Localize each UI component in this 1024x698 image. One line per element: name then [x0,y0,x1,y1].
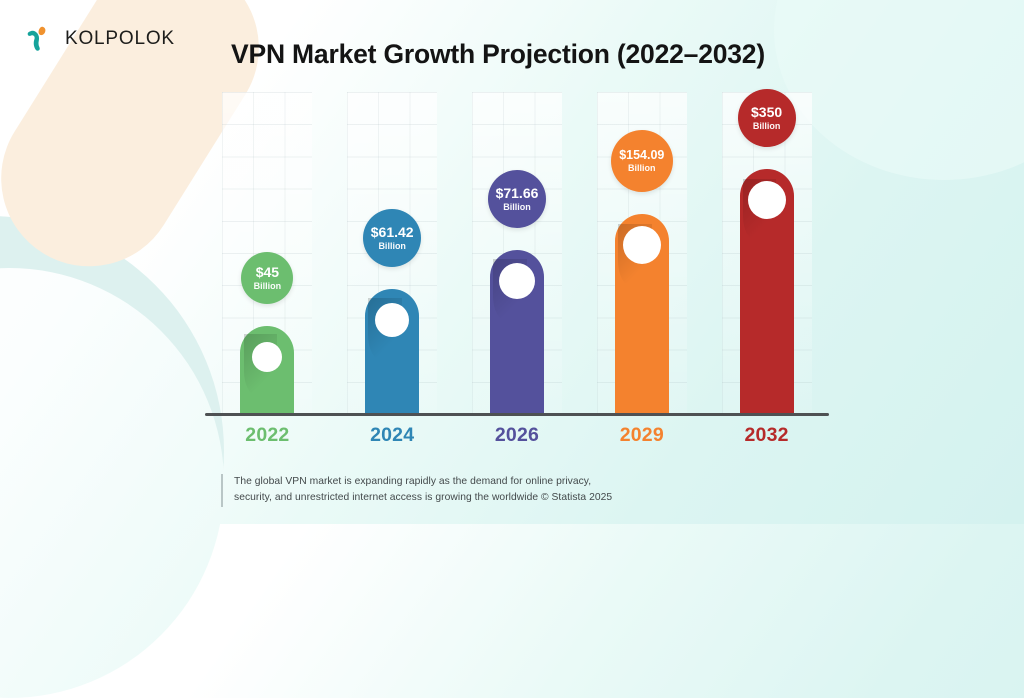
chart-baseline-axis [205,413,829,416]
value-bubble-2022[interactable]: $45 Billion [241,252,294,304]
value-bubble-2024[interactable]: $61.42 Billion [363,209,422,267]
decor-arc-teal-cutout [0,268,224,698]
decor-arc-teal [0,216,224,686]
bar-body [614,214,669,414]
value-bubble-2026[interactable]: $71.66 Billion [488,170,546,228]
x-axis-label-2026: 2026 [494,424,540,446]
footer-caption: The global VPN market is expanding rapid… [221,474,754,507]
x-axis-label-2022: 2022 [245,424,290,446]
brand-name: KOLPOLOK [65,28,175,49]
chart-bar-2029[interactable]: $154.09 Billion [610,130,673,414]
x-axis-label-2032: 2032 [744,424,789,446]
bar-marker-dot [375,303,410,337]
kolpolok-logo-icon [22,22,56,56]
value-bubble-amount: $154.09 [619,147,665,162]
bar-marker-dot [622,226,661,264]
value-bubble-unit: Billion [628,162,656,173]
chart-bar-2026[interactable]: $71.66 Billion [488,170,546,414]
value-bubble-2032[interactable]: $350 Billion [737,89,796,147]
value-bubble-2029[interactable]: $154.09 Billion [610,130,673,192]
chart-bars-container: $45 Billion $61.42 Billion $71.66 Billion $154… [205,89,829,414]
value-bubble-amount: $61.42 [370,223,414,240]
bar-marker-dot [499,263,535,299]
brand-logo: KOLPOLOK [22,22,175,56]
x-axis-label-2029: 2029 [619,424,664,446]
value-bubble-unit: Billion [378,240,406,251]
bar-body [365,289,420,414]
bar-marker-dot [252,342,283,372]
footer-caption-line-1: The global VPN market is expanding rapid… [234,476,592,487]
chart-plot-area: $45 Billion $61.42 Billion $71.66 Billion $154… [205,89,829,414]
footer-caption-line-2: security, and unrestricted internet acce… [234,492,613,504]
bar-body [739,169,794,414]
bar-marker-dot [747,181,786,219]
value-bubble-unit: Billion [752,120,781,131]
x-axis-label-2024: 2024 [370,424,415,446]
value-bubble-unit: Billion [503,201,531,212]
chart-bar-2032[interactable]: $350 Billion [737,89,796,414]
page-title: VPN Market Growth Projection (2022–2032) [231,39,765,69]
chart-bar-2024[interactable]: $61.42 Billion [363,209,422,414]
chart-bar-2022[interactable]: $45 Billion [240,252,295,414]
bar-body [240,326,295,414]
value-bubble-amount: $71.66 [495,184,539,201]
value-bubble-amount: $350 [751,103,783,120]
value-bubble-unit: Billion [253,280,282,291]
bar-body [490,250,544,414]
value-bubble-amount: $45 [255,263,280,280]
